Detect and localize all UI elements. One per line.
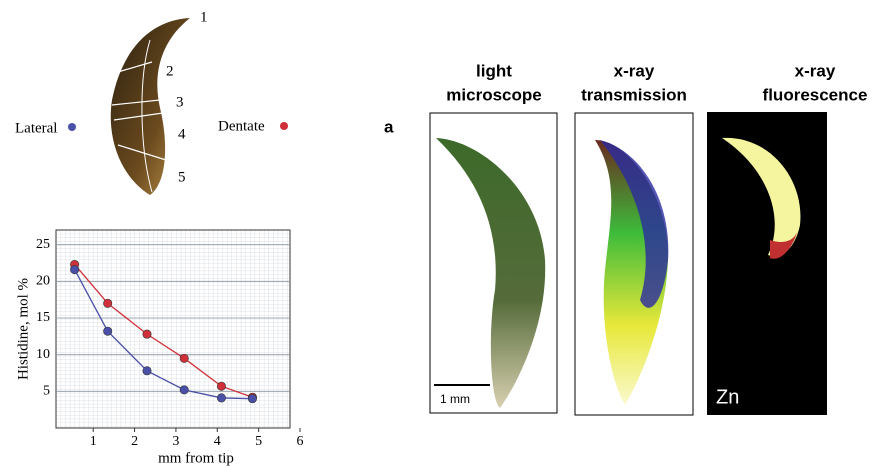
position-label: 5 [178,169,186,185]
position-label: 1 [200,9,208,25]
data-point [103,299,111,307]
panel-letter: a [384,117,394,136]
legend-label: Lateral [15,120,57,136]
x-axis-label: mm from tip [158,450,234,466]
y-tick-label: 25 [36,237,50,252]
y-tick-label: 20 [36,274,50,289]
legend-label: Dentate [218,118,265,134]
x-tick-label: 3 [172,434,179,449]
legend-marker [68,123,76,131]
panel-header: fluorescence [763,85,868,104]
data-point [217,382,225,390]
data-point [143,330,151,338]
data-point [103,327,111,335]
data-point [180,354,188,362]
panel-header: x-ray [614,61,655,80]
data-point [70,265,78,273]
data-point [248,394,256,402]
x-tick-label: 5 [255,434,262,449]
y-tick-label: 5 [43,384,50,399]
panel-header: x-ray [795,61,836,80]
data-point [143,367,151,375]
panel-header: microscope [446,85,541,104]
y-tick-label: 15 [36,310,50,325]
position-label: 2 [166,63,174,79]
position-label: 3 [176,94,184,110]
data-point [217,394,225,402]
data-point [180,386,188,394]
panel-header: light [476,61,512,80]
x-tick-label: 1 [90,434,97,449]
position-label: 4 [178,126,186,142]
x-tick-label: 2 [131,434,138,449]
y-axis-label: Histidine, mol % [15,278,31,380]
element-label: Zn [716,386,739,408]
x-tick-label: 4 [214,434,221,449]
scale-label: 1 mm [440,392,470,406]
panel-header: transmission [581,85,687,104]
legend-marker [280,122,288,130]
y-tick-label: 10 [36,347,50,362]
figure: 1 2 3 4 5 Lateral Dentate 51015202512345… [0,0,886,466]
x-tick-label: 6 [297,434,304,449]
